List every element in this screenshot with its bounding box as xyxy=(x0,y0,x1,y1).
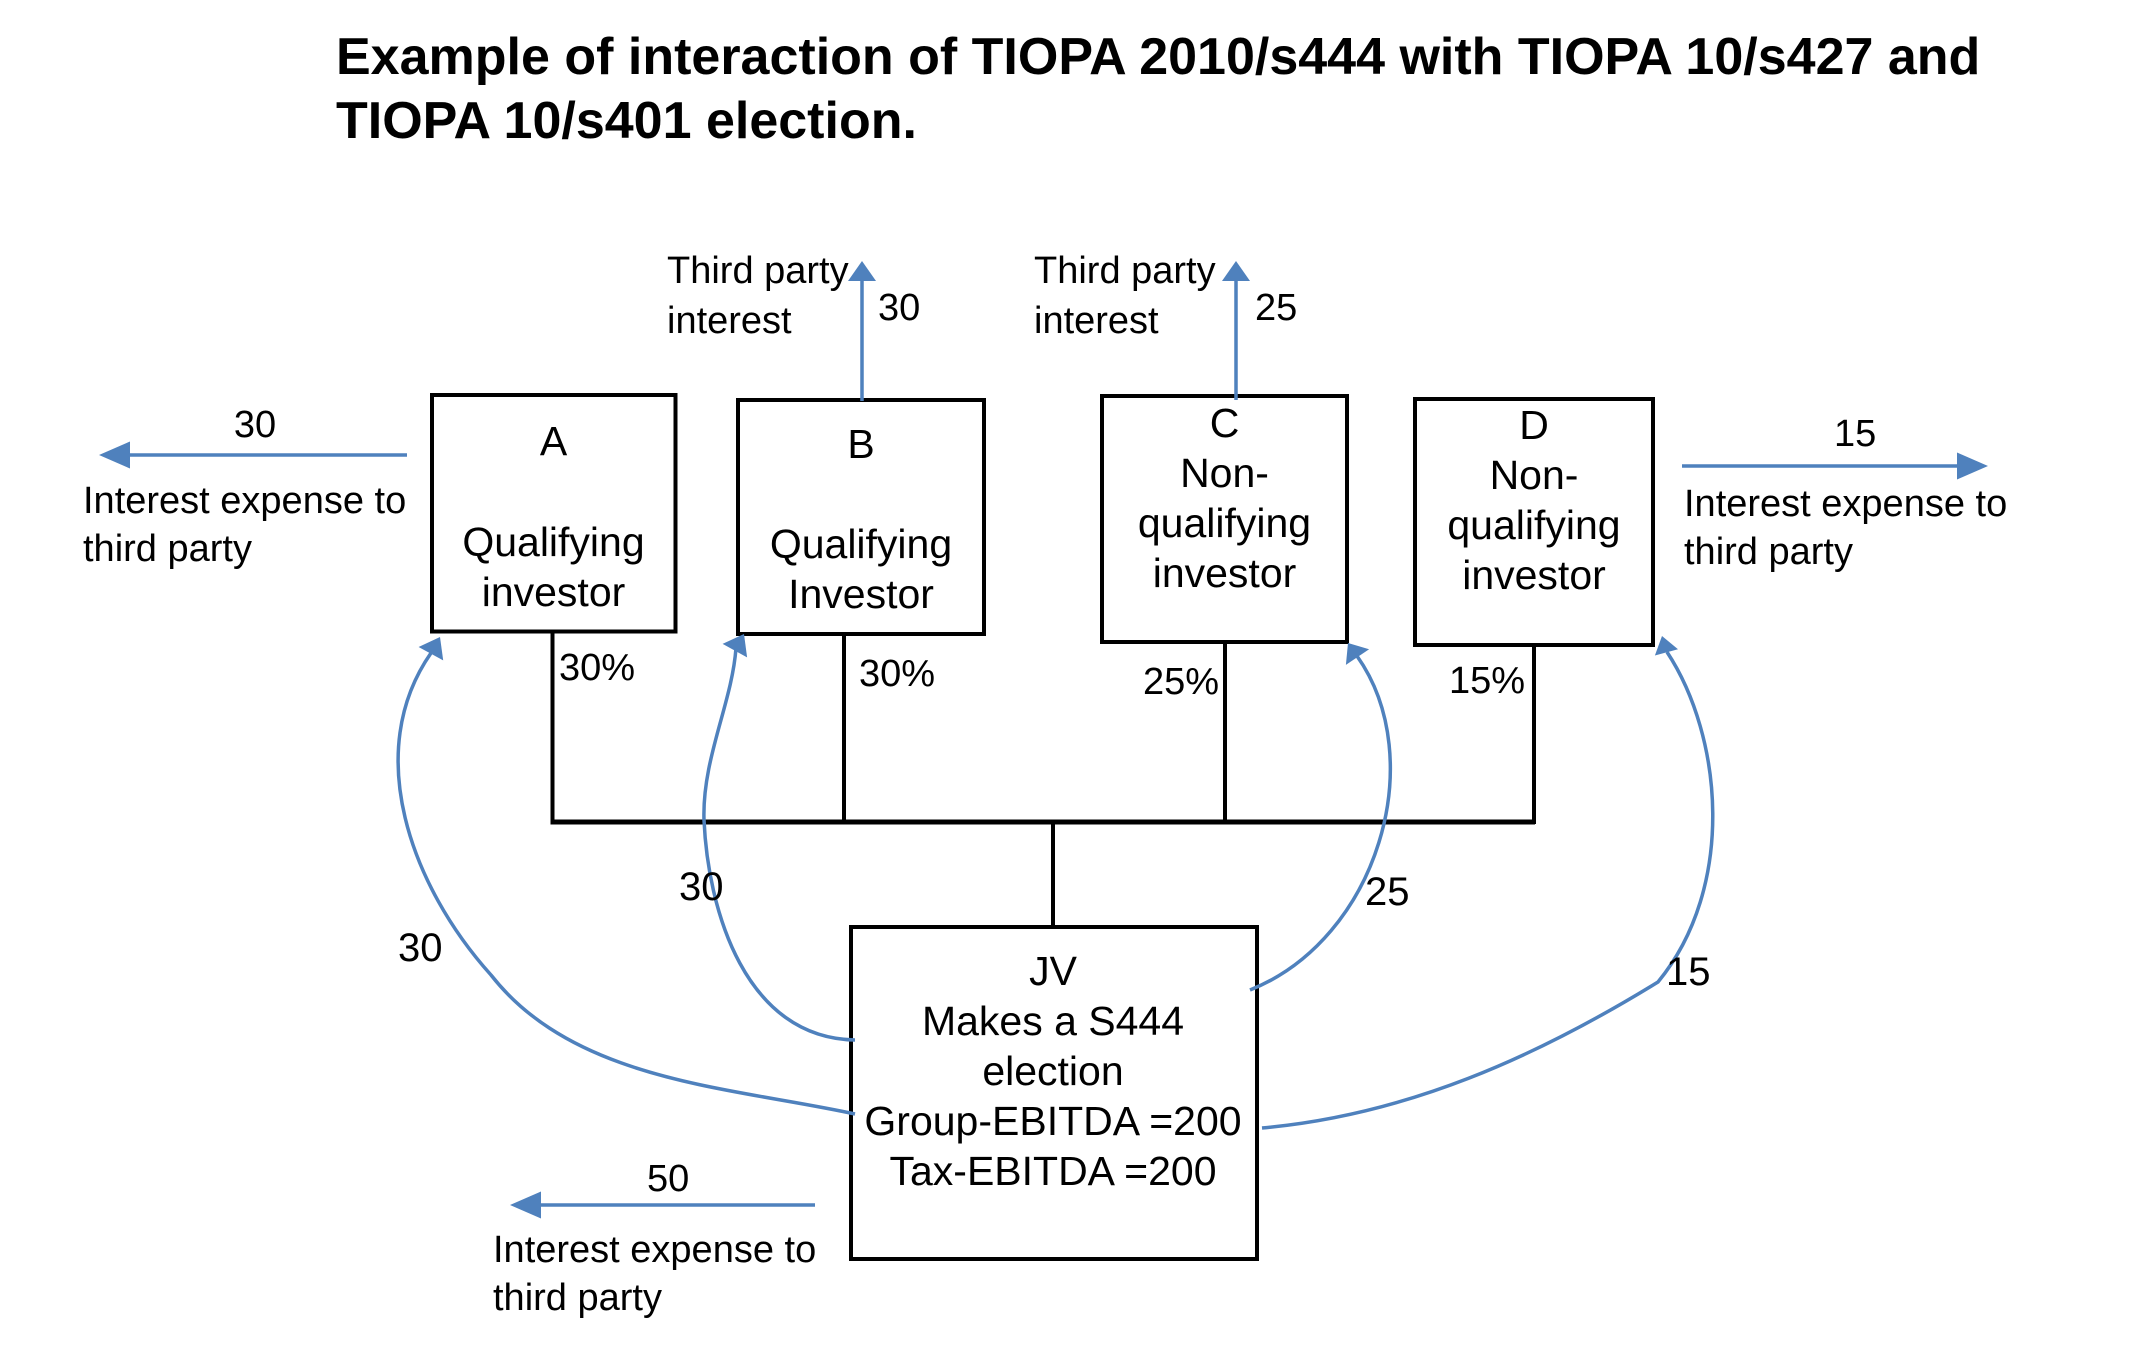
svg-text:Qualifying: Qualifying xyxy=(770,521,952,567)
svg-text:qualifying: qualifying xyxy=(1447,502,1620,548)
svg-text:25%: 25% xyxy=(1143,661,1219,703)
svg-text:Third party: Third party xyxy=(667,250,849,292)
svg-text:third party: third party xyxy=(1684,531,1853,573)
svg-text:Tax-EBITDA =200: Tax-EBITDA =200 xyxy=(889,1148,1216,1194)
svg-text:Qualifying: Qualifying xyxy=(462,519,644,565)
svg-text:50: 50 xyxy=(647,1158,689,1200)
svg-text:B: B xyxy=(847,421,874,467)
svg-text:investor: investor xyxy=(482,569,626,615)
svg-text:Interest expense to: Interest expense to xyxy=(83,480,406,522)
svg-text:Interest expense to: Interest expense to xyxy=(493,1229,816,1271)
svg-text:election: election xyxy=(982,1048,1123,1094)
svg-text:15: 15 xyxy=(1666,950,1711,994)
svg-text:Third party: Third party xyxy=(1034,250,1216,292)
svg-text:Interest expense to: Interest expense to xyxy=(1684,483,2007,525)
svg-text:Non-: Non- xyxy=(1490,452,1579,498)
svg-text:C: C xyxy=(1210,400,1240,446)
svg-text:30: 30 xyxy=(234,404,276,446)
svg-text:D: D xyxy=(1519,402,1549,448)
svg-text:third party: third party xyxy=(83,528,252,570)
svg-text:25: 25 xyxy=(1255,287,1297,329)
svg-text:15%: 15% xyxy=(1449,660,1525,702)
svg-text:investor: investor xyxy=(1153,550,1297,596)
svg-text:interest: interest xyxy=(667,300,792,342)
svg-text:30%: 30% xyxy=(559,647,635,689)
svg-text:Example of interaction of TIOP: Example of interaction of TIOPA 2010/s44… xyxy=(336,28,1980,86)
svg-text:JV: JV xyxy=(1029,948,1078,994)
svg-text:30%: 30% xyxy=(859,653,935,695)
svg-text:investor: investor xyxy=(1462,552,1606,598)
svg-text:15: 15 xyxy=(1834,413,1876,455)
svg-text:qualifying: qualifying xyxy=(1138,500,1311,546)
svg-text:third party: third party xyxy=(493,1277,662,1319)
svg-text:30: 30 xyxy=(398,926,443,970)
svg-text:Non-: Non- xyxy=(1180,450,1269,496)
svg-text:30: 30 xyxy=(679,865,724,909)
svg-text:Investor: Investor xyxy=(788,571,934,617)
svg-text:25: 25 xyxy=(1365,870,1410,914)
svg-text:interest: interest xyxy=(1034,300,1159,342)
svg-text:30: 30 xyxy=(878,287,920,329)
svg-text:Makes a S444: Makes a S444 xyxy=(922,998,1184,1044)
svg-text:Group-EBITDA =200: Group-EBITDA =200 xyxy=(864,1098,1241,1144)
svg-text:TIOPA 10/s401 election.: TIOPA 10/s401 election. xyxy=(336,92,917,150)
svg-text:A: A xyxy=(540,418,568,464)
